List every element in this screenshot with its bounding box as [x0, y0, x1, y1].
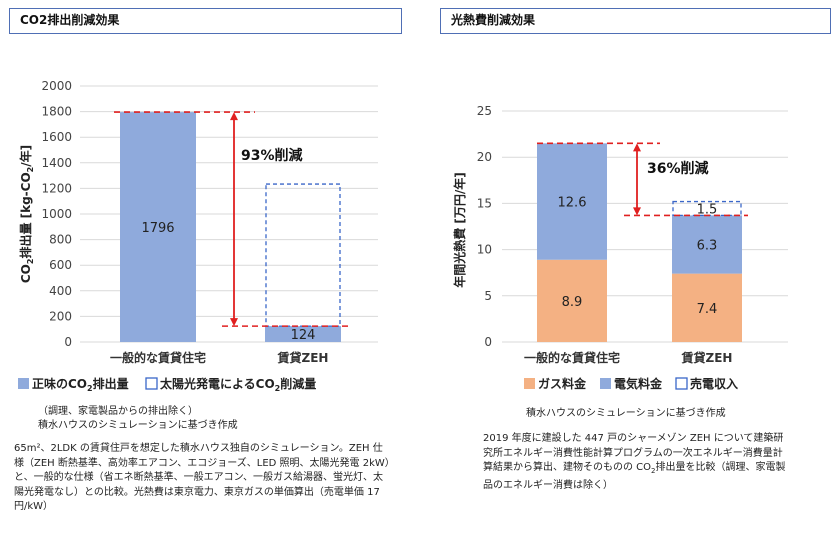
right-chart: 0 5 10 15 20 25 8.9 12.6 一般的な賃貸住宅 7.4 6.3 1.5 賃貸ZEH 3…	[452, 104, 788, 391]
right-bar-gas	[537, 259, 607, 342]
right-data-label-sales: 1.5	[697, 202, 718, 217]
left-bar-net	[120, 112, 196, 342]
left-ytick-label: 1800	[41, 105, 72, 119]
left-legend-swatch-solar	[145, 377, 158, 390]
left-ytick-label: 1000	[41, 207, 72, 221]
left-ytick-label: 0	[64, 335, 72, 349]
right-legend-swatch-sales	[675, 377, 688, 390]
right-reduction-arrow-head-bottom	[633, 207, 641, 216]
left-panel-title: CO2排出削減効果	[9, 8, 402, 34]
left-source-note: 積水ハウスのシミュレーションに基づき作成	[38, 420, 238, 431]
left-legend-label-net: 正味のCO2排出量	[32, 376, 129, 393]
right-ytick-label: 25	[477, 104, 492, 118]
left-chart: 0 200 400 600 800 1000 1200 1400 1600 1800 2000 179…	[18, 79, 378, 393]
right-bar-gas	[672, 273, 742, 342]
right-ytick-label: 10	[477, 243, 492, 257]
right-legend-swatch-electricity	[600, 378, 611, 389]
right-bar-electricity	[537, 143, 607, 260]
right-legend-label-gas: ガス料金	[538, 376, 587, 391]
left-data-label: 1796	[141, 221, 174, 236]
left-legend-note: （調理、家電製品からの排出除く）	[38, 406, 198, 417]
left-ytick-label: 400	[49, 284, 72, 298]
right-annotation: 36%削減	[647, 160, 709, 177]
right-bar-electricity	[672, 215, 742, 274]
left-legend-swatch-net	[18, 378, 29, 389]
right-legend-swatch-gas	[524, 378, 535, 389]
right-ytick-label: 15	[477, 196, 492, 210]
right-ytick-label: 20	[477, 150, 492, 164]
right-reduction-arrow-head-top	[633, 143, 641, 152]
right-description: 2019 年度に建設した 447 戸のシャーメゾン ZEH について建築研究所エ…	[483, 433, 786, 491]
left-ylabel: CO2排出量 [kg-CO2/年]	[18, 145, 35, 283]
right-legend-label-sales: 売電収入	[690, 376, 738, 391]
left-ytick-label: 2000	[41, 79, 72, 93]
left-bar-solar	[265, 183, 341, 327]
left-category-label: 一般的な賃貸住宅	[110, 350, 206, 365]
right-legend-label-electricity: 電気料金	[614, 376, 663, 391]
left-reduction-arrow-head-top	[230, 112, 238, 121]
right-data-label-electricity: 12.6	[558, 196, 587, 211]
right-source-note: 積水ハウスのシミュレーションに基づき作成	[526, 408, 726, 419]
left-ytick-label: 600	[49, 258, 72, 272]
right-category-label: 一般的な賃貸住宅	[524, 350, 620, 365]
left-category-label: 賃貸ZEH	[277, 350, 329, 365]
left-annotation: 93%削減	[241, 147, 303, 164]
left-data-label: 124	[291, 328, 316, 343]
right-data-label-gas: 8.9	[562, 295, 583, 310]
left-ytick-label: 200	[49, 309, 72, 323]
left-ytick-label: 800	[49, 233, 72, 247]
left-bar-net	[265, 326, 341, 342]
left-ytick-label: 1400	[41, 156, 72, 170]
right-panel-title: 光熱費削減効果	[440, 8, 831, 34]
left-legend-label-solar: 太陽光発電によるCO2削減量	[160, 376, 316, 393]
left-reduction-arrow-head-bottom	[230, 318, 238, 327]
right-data-label-gas: 7.4	[697, 302, 718, 317]
right-ytick-label: 0	[484, 335, 492, 349]
right-data-label-electricity: 6.3	[697, 239, 718, 254]
right-category-label: 賃貸ZEH	[681, 350, 733, 365]
left-ytick-label: 1600	[41, 130, 72, 144]
left-description: 65m²、2LDK の賃貸住戸を想定した積水ハウス独自のシミュレーション。ZEH…	[14, 443, 390, 512]
left-ytick-label: 1200	[41, 181, 72, 195]
right-ylabel: 年間光熱費 [万円/年]	[452, 172, 467, 288]
right-ytick-label: 5	[484, 289, 492, 303]
